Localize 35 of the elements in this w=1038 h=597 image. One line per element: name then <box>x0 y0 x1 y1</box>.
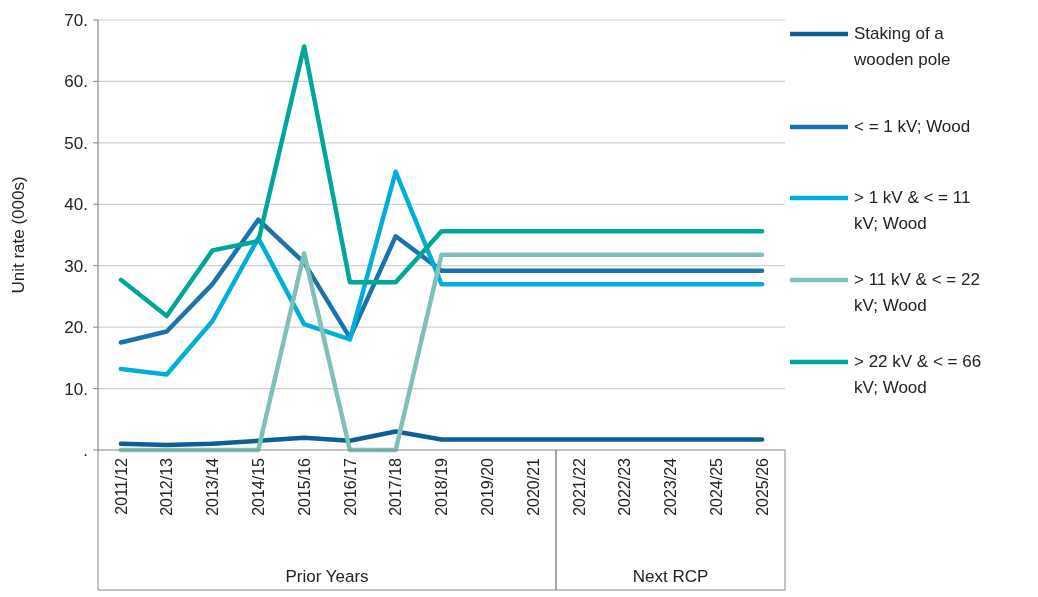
x-tick-label: 2016/17 <box>341 457 359 516</box>
x-tick-label: 2018/19 <box>433 457 451 516</box>
y-tick-label: 70. <box>64 10 88 30</box>
y-axis-title: Unit rate (000s) <box>9 176 28 294</box>
line-series <box>118 429 765 448</box>
text: Prior Years <box>285 567 369 586</box>
text: Next RCP <box>632 567 709 586</box>
legend-label: > 22 kV & < = 66 kV; Wood <box>854 352 982 397</box>
y-tick-label: . <box>83 440 88 460</box>
y-tick-label: 40. <box>64 195 88 215</box>
legend-label: Staking of a wooden pole <box>853 24 951 69</box>
line-series <box>118 217 765 345</box>
x-tick-label: 2022/23 <box>616 457 634 516</box>
y-tick-label: 10. <box>64 379 88 399</box>
x-tick-label: 2013/14 <box>204 457 222 516</box>
y-tick-label: 20. <box>64 318 88 338</box>
x-tick-label: 2017/18 <box>387 457 405 516</box>
x-tick-label: 2020/21 <box>524 457 542 516</box>
line-series <box>118 169 765 377</box>
x-tick-label: 2025/26 <box>753 457 771 516</box>
x-tick-label: 2019/20 <box>478 457 496 516</box>
x-tick-label: 2014/15 <box>249 457 267 516</box>
x-tick-label: 2021/22 <box>570 457 588 516</box>
legend-label: < = 1 kV; Wood <box>854 117 971 136</box>
legend-label: > 1 kV & < = 11 kV; Wood <box>854 188 971 233</box>
line-series <box>118 44 765 319</box>
x-tick-label: 2024/25 <box>707 457 725 516</box>
legend-label: > 11 kV & < = 22 kV; Wood <box>854 270 980 315</box>
y-tick-label: 50. <box>64 133 88 153</box>
x-tick-label: 2023/24 <box>662 457 680 516</box>
y-tick-label: 60. <box>64 72 88 92</box>
y-tick-label: 30. <box>64 256 88 276</box>
x-tick-label: 2011/12 <box>112 457 130 515</box>
x-tick-label: 2015/16 <box>295 457 313 516</box>
x-tick-label: 2012/13 <box>158 457 176 516</box>
